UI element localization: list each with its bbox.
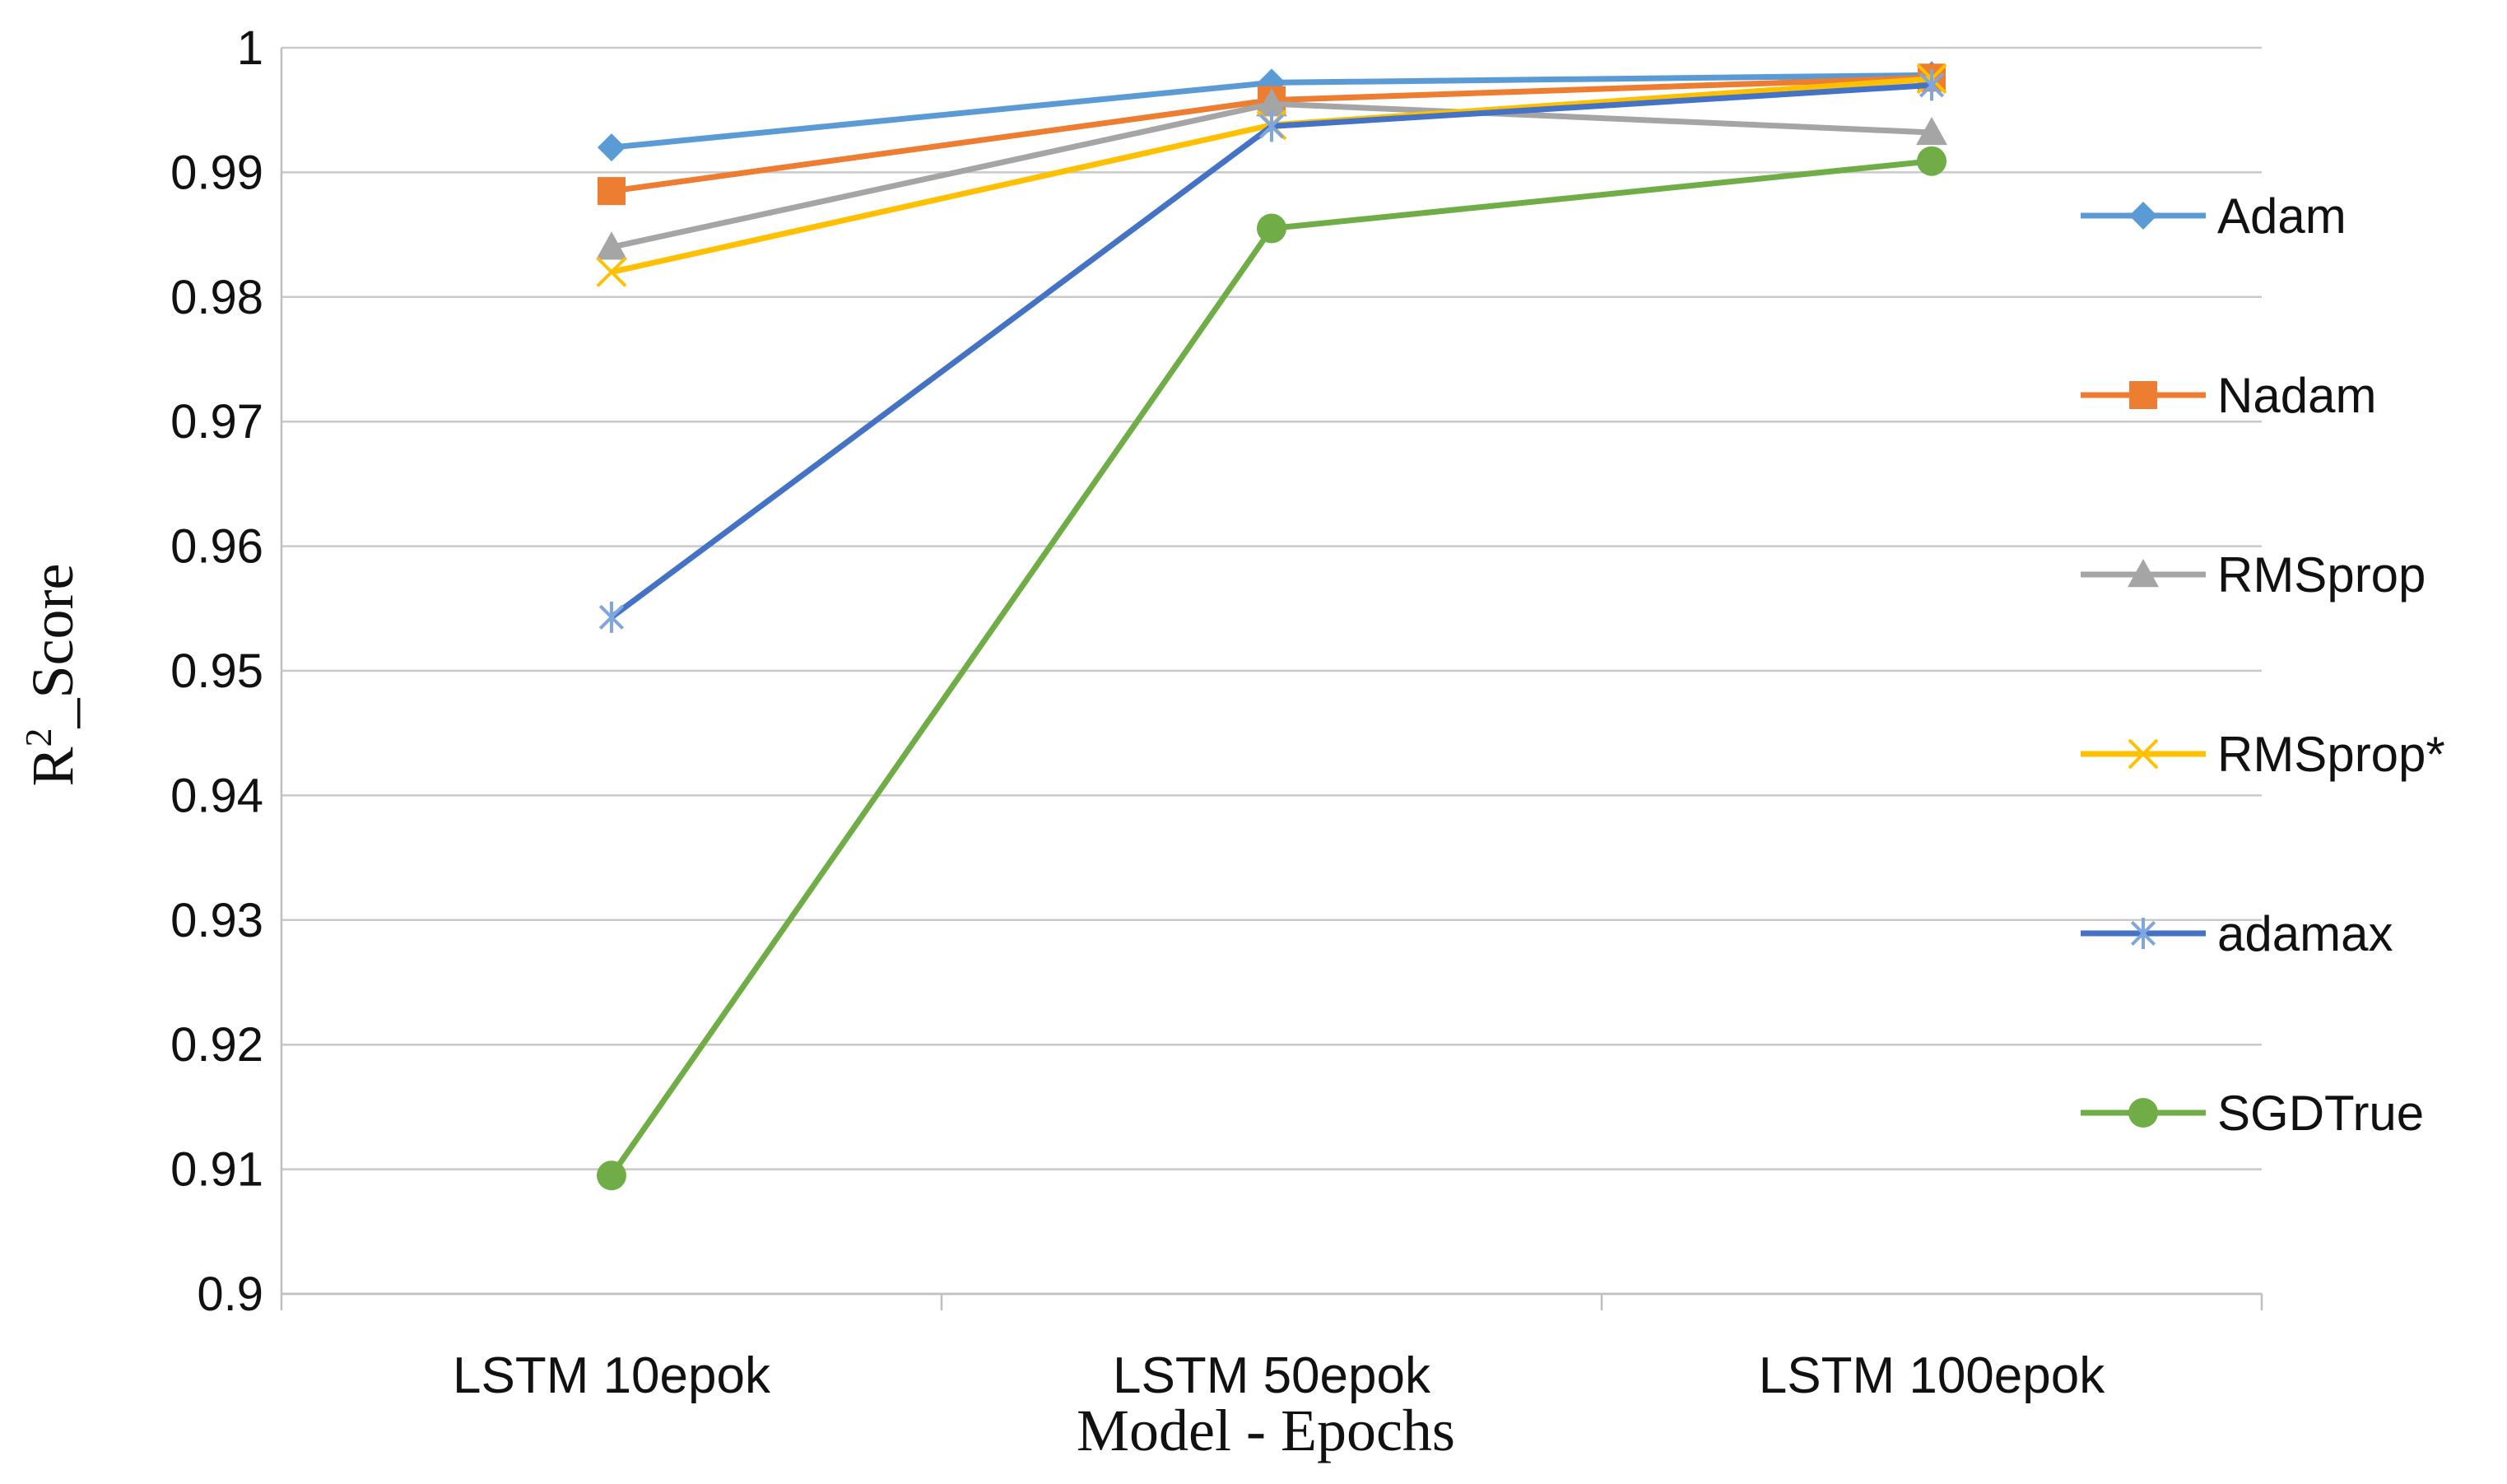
y-axis-title-main: R xyxy=(20,747,86,786)
data-point xyxy=(596,231,627,260)
legend-marker xyxy=(2128,559,2159,588)
y-tick-label: 0.98 xyxy=(170,271,263,324)
x-tick-label: LSTM 100epok xyxy=(1759,1347,2105,1404)
legend-label: adamax xyxy=(2217,906,2393,961)
legend-label: RMSprop xyxy=(2217,547,2426,602)
y-tick-label: 0.91 xyxy=(170,1143,263,1197)
y-tick-label: 1 xyxy=(237,21,263,75)
data-point xyxy=(1257,213,1286,244)
legend-marker xyxy=(2129,381,2157,409)
data-point xyxy=(598,133,626,162)
series-lines xyxy=(596,61,1947,1191)
legend-label: Nadam xyxy=(2217,368,2376,423)
data-point xyxy=(597,1161,626,1191)
data-point xyxy=(1256,88,1287,117)
data-point xyxy=(1919,69,1945,101)
y-tick-label: 0.9 xyxy=(197,1268,263,1321)
legend: Adam Nadam RMSprop RMSprop* adamax SGDTrue xyxy=(2081,188,2445,1141)
axes: 0.9 0.91 0.92 0.93 0.94 0.95 0.96 0.97 0.98 0.99 1… xyxy=(170,21,2263,1404)
legend-label: SGDTrue xyxy=(2217,1086,2424,1141)
legend-marker xyxy=(2128,738,2159,770)
legend-marker xyxy=(2129,202,2157,230)
data-point xyxy=(598,177,626,206)
y-tick-label: 0.92 xyxy=(170,1018,263,1072)
y-tick-label: 0.97 xyxy=(170,395,263,449)
y-axis-title: R2_Score xyxy=(17,564,86,787)
y-tick-label: 0.99 xyxy=(170,146,263,199)
data-point xyxy=(596,257,627,287)
x-axis-title: Model - Epochs xyxy=(1077,1398,1455,1463)
y-tick-label: 0.93 xyxy=(170,894,263,947)
x-tick-label: LSTM 10epok xyxy=(453,1347,771,1404)
legend-marker xyxy=(2128,1098,2158,1128)
y-tick-label: 0.96 xyxy=(170,520,263,574)
series-line-sgdtrue xyxy=(609,158,1933,1178)
legend-label: Adam xyxy=(2217,188,2347,244)
legend-marker xyxy=(2130,918,2156,949)
data-point xyxy=(1258,110,1285,142)
y-axis-title-rest: _Score xyxy=(20,564,86,729)
x-tick-label: LSTM 50epok xyxy=(1113,1347,1431,1404)
data-point xyxy=(1917,146,1947,176)
y-tick-label: 0.94 xyxy=(170,769,263,822)
y-tick-label: 0.95 xyxy=(170,644,263,698)
data-point xyxy=(598,601,625,633)
data-point xyxy=(1916,116,1947,146)
y-axis-title-superscript: 2 xyxy=(17,728,59,747)
legend-label: RMSprop* xyxy=(2217,727,2445,782)
